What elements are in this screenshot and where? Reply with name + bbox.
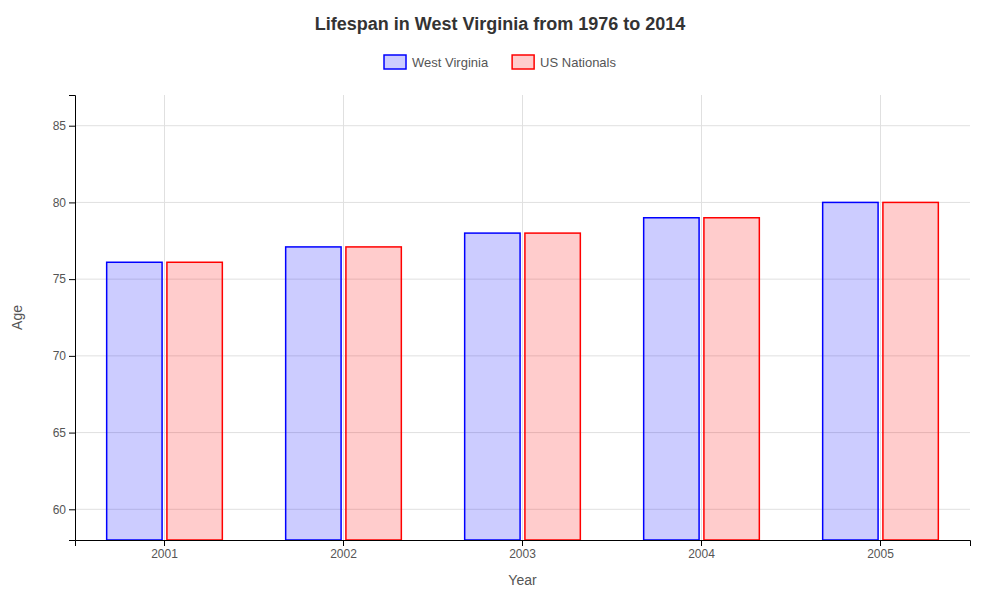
grid-line-x xyxy=(701,95,702,540)
grid-line-x xyxy=(522,95,523,540)
x-tick-mark xyxy=(164,540,165,546)
y-tick-label: 85 xyxy=(53,119,67,133)
x-tick-label: 2002 xyxy=(330,547,357,561)
bar xyxy=(465,233,520,540)
x-tick: 2002 xyxy=(330,540,357,561)
bar xyxy=(107,262,162,540)
y-tick: 60 xyxy=(53,503,75,517)
legend-swatch xyxy=(512,55,534,69)
y-tick: 75 xyxy=(53,272,75,286)
grid xyxy=(75,95,970,540)
y-tick-label: 80 xyxy=(53,196,67,210)
y-tick-label: 70 xyxy=(53,349,67,363)
y-tick-mark xyxy=(69,126,75,127)
x-tick: 2003 xyxy=(509,540,536,561)
grid-line-x xyxy=(343,95,344,540)
y-tick-mark xyxy=(69,202,75,203)
legend: West Virginia US Nationals xyxy=(384,55,616,70)
legend-label: West Virginia xyxy=(412,55,489,70)
bar xyxy=(823,202,878,540)
x-axis-line xyxy=(76,541,971,547)
bar xyxy=(883,202,938,540)
bar xyxy=(167,262,222,540)
y-tick: 65 xyxy=(53,426,75,440)
legend-label: US Nationals xyxy=(540,55,616,70)
x-tick: 2001 xyxy=(151,540,178,561)
x-tick-label: 2001 xyxy=(151,547,178,561)
x-tick-mark xyxy=(701,540,702,546)
chart: 2001 2002 2003 2004 2005 60 65 70 75 80 85 Year Age L… xyxy=(0,0,1000,600)
y-axis-title: Age xyxy=(9,305,25,330)
y-tick-mark xyxy=(69,356,75,357)
y-tick: 70 xyxy=(53,349,75,363)
y-tick-label: 60 xyxy=(53,503,67,517)
x-axis: 2001 2002 2003 2004 2005 xyxy=(76,540,971,561)
y-tick-label: 65 xyxy=(53,426,67,440)
legend-swatch xyxy=(384,55,406,69)
x-tick-mark xyxy=(343,540,344,546)
legend-item: West Virginia xyxy=(384,55,489,70)
bars xyxy=(107,202,939,540)
y-axis: 60 65 70 75 80 85 xyxy=(53,96,76,541)
bar xyxy=(525,233,580,540)
x-tick-mark xyxy=(522,540,523,546)
title: Lifespan in West Virginia from 1976 to 2… xyxy=(315,14,685,34)
x-axis-title: Year xyxy=(508,572,537,588)
bar xyxy=(704,218,759,540)
x-tick: 2005 xyxy=(867,540,894,561)
y-tick-mark xyxy=(69,279,75,280)
y-tick-label: 75 xyxy=(53,272,67,286)
y-tick-mark xyxy=(69,433,75,434)
grid-line-x xyxy=(880,95,881,540)
bar xyxy=(286,247,341,540)
y-tick: 85 xyxy=(53,119,75,133)
bar xyxy=(644,218,699,540)
x-tick-label: 2003 xyxy=(509,547,536,561)
x-tick-label: 2005 xyxy=(867,547,894,561)
x-tick: 2004 xyxy=(688,540,715,561)
grid-line-x xyxy=(164,95,165,540)
y-tick-mark xyxy=(69,509,75,510)
y-tick: 80 xyxy=(53,196,75,210)
bar xyxy=(346,247,401,540)
y-axis-line xyxy=(69,96,76,541)
legend-item: US Nationals xyxy=(512,55,616,70)
x-tick-label: 2004 xyxy=(688,547,715,561)
x-tick-mark xyxy=(880,540,881,546)
